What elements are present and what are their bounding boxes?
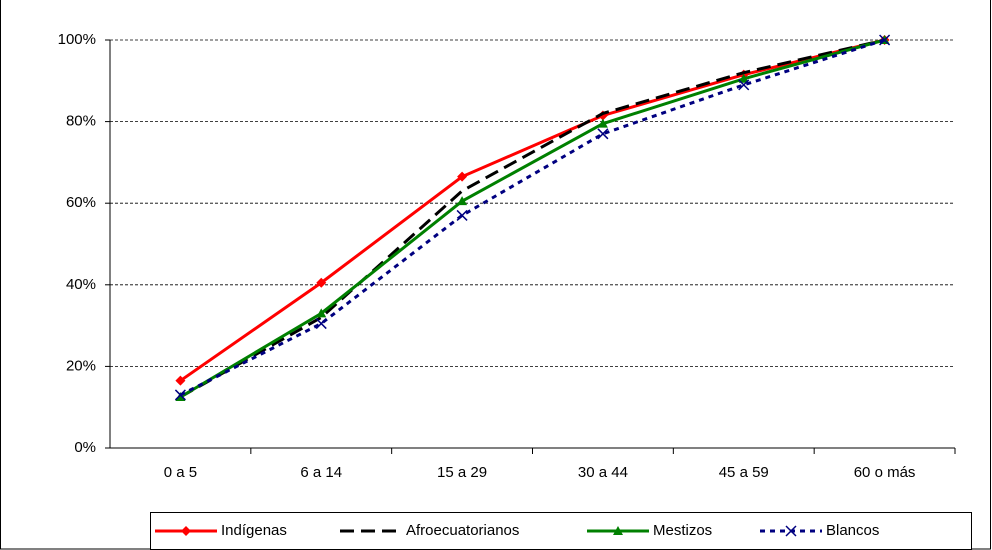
x-tick-label: 45 a 59 [719,464,769,481]
series-line [179,38,885,382]
y-tick-label: 100% [58,31,96,48]
x-tick-label: 30 a 44 [578,464,628,481]
marker [315,318,327,330]
marker [457,171,468,182]
marker [316,277,327,288]
marker [613,526,623,535]
marker [174,389,186,401]
y-tick-label: 20% [66,357,96,374]
marker [175,392,186,401]
y-tick-label: 80% [66,113,96,130]
legend-box [150,512,972,550]
x-tick-label: 15 a 29 [437,464,487,481]
marker [738,79,750,91]
x-tick-label: 0 a 5 [164,464,197,481]
marker [738,73,749,83]
legend-label: Afroecuatorianos [406,522,519,539]
marker [456,209,468,221]
x-tick-label: 6 a 14 [300,464,342,481]
series-line [179,38,886,397]
marker [181,526,191,536]
x-tick-label: 60 o más [854,464,916,481]
marker [879,34,891,46]
marker [457,196,468,206]
series-line [179,38,885,399]
series-line [179,38,885,399]
y-tick-label: 0% [74,439,96,456]
marker [316,308,327,318]
y-tick-label: 40% [66,276,96,293]
marker [175,375,186,386]
marker [785,525,797,537]
legend-label: Mestizos [653,522,712,539]
marker [597,118,608,128]
legend-label: Indígenas [221,522,287,539]
legend-label: Blancos [826,522,879,539]
marker [597,128,609,140]
y-tick-label: 60% [66,194,96,211]
